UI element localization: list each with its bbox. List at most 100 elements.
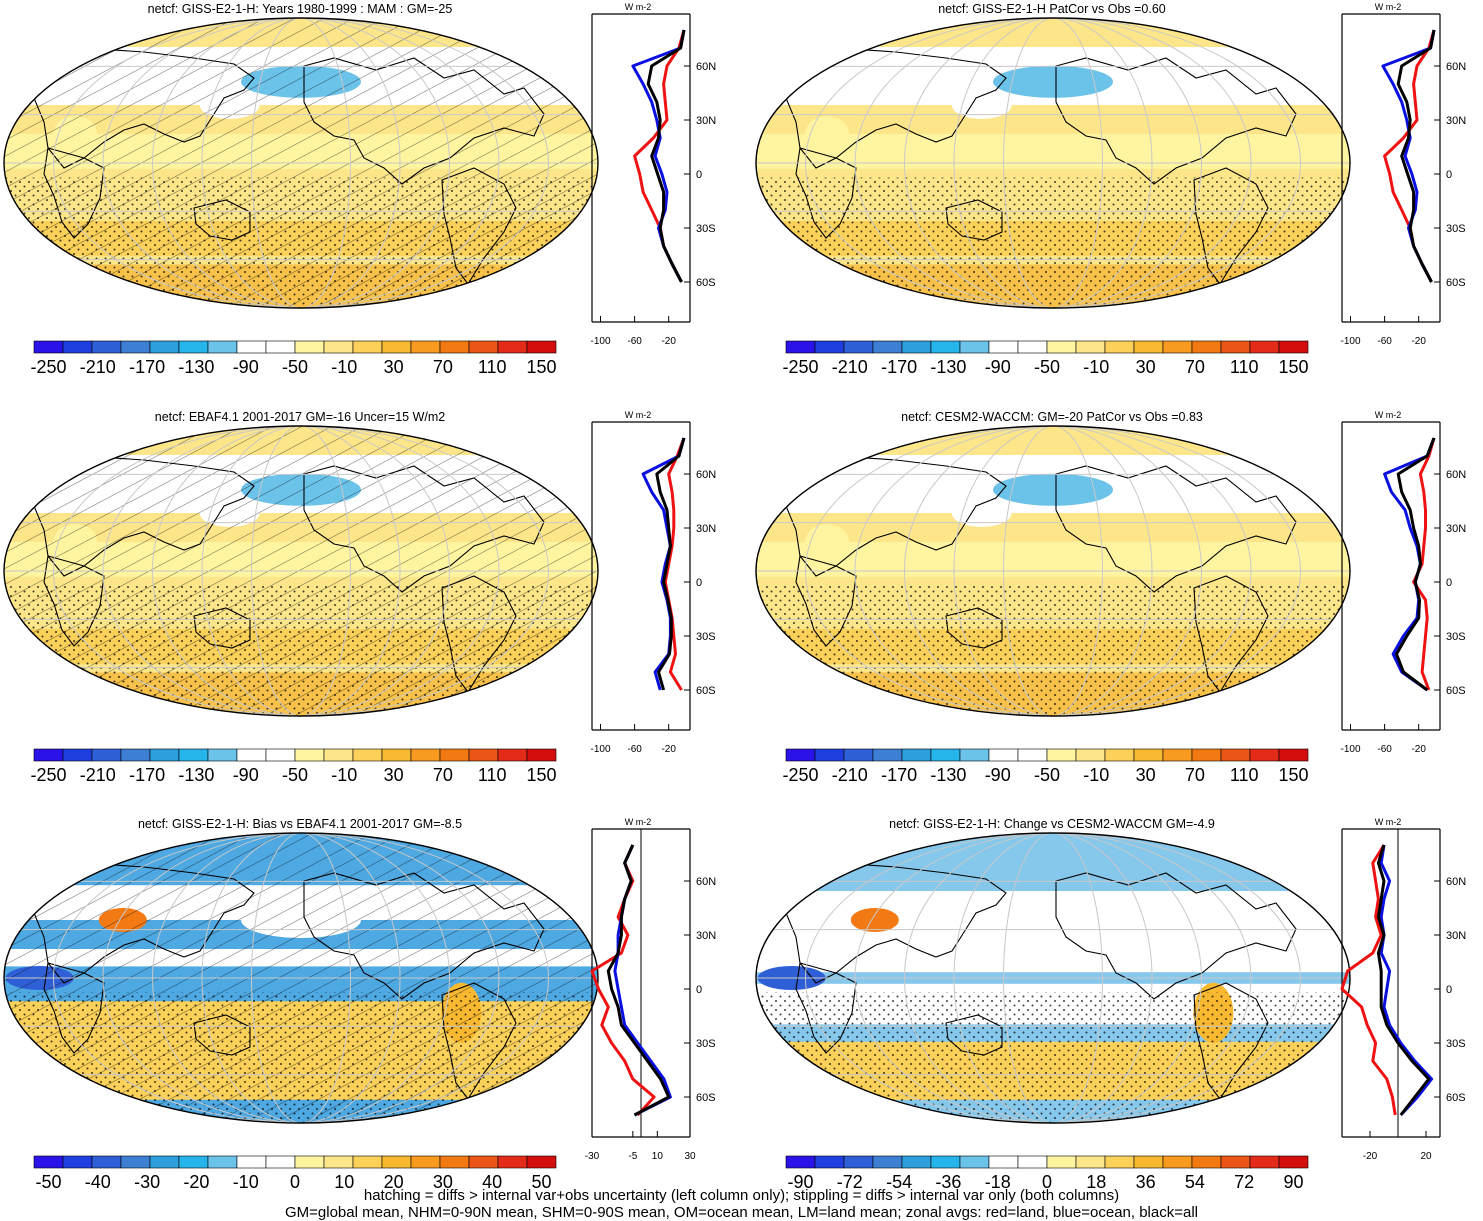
zonal-lat-label: 30S bbox=[696, 1038, 716, 1050]
panel-p2: netcf: GISS-E2-1-H PatCor vs Obs =0.60 -2… bbox=[755, 2, 1466, 377]
colorbar-swatch bbox=[1104, 748, 1135, 762]
panel-title: netcf: GISS-E2-1-H: Change vs CESM2-WACC… bbox=[889, 817, 1215, 831]
zonal-ocean-line bbox=[613, 844, 672, 1117]
colorbar-label: 110 bbox=[1230, 765, 1259, 785]
colorbar-label: -54 bbox=[886, 1172, 912, 1192]
zonal-all-line bbox=[1395, 437, 1436, 692]
colorbar-label: 90 bbox=[1283, 1172, 1303, 1192]
colorbar-label: 150 bbox=[1278, 357, 1308, 377]
footer-legend-note: GM=global mean, NHM=0-90N mean, SHM=0-90… bbox=[284, 1204, 1198, 1221]
zonal-land-line bbox=[633, 29, 686, 283]
colorbar-label: 30 bbox=[384, 357, 404, 377]
colorbar-label: 36 bbox=[1136, 1172, 1156, 1192]
colorbar-label: 110 bbox=[478, 357, 507, 377]
panel-title: netcf: EBAF4.1 2001-2017 GM=-16 Uncer=15… bbox=[155, 410, 445, 424]
colorbar-label: 110 bbox=[1230, 357, 1259, 377]
colorbar-swatch bbox=[1249, 1155, 1280, 1169]
colorbar-label: -10 bbox=[331, 357, 357, 377]
zonal-xtick-label: -100 bbox=[1341, 336, 1361, 347]
colorbar-swatch bbox=[1017, 340, 1048, 354]
map-border bbox=[755, 17, 1351, 309]
zonal-mean-plot: W m-2 -100 -60 -20 60N 30N 0 30S 60S bbox=[1341, 410, 1467, 755]
colorbar-swatch bbox=[1104, 1155, 1135, 1169]
zonal-lat-label: 30S bbox=[1446, 223, 1466, 235]
colorbar-label: -170 bbox=[129, 357, 165, 377]
colorbar-swatch bbox=[1191, 748, 1222, 762]
colorbar-swatch bbox=[1162, 1155, 1193, 1169]
zonal-ocean-line bbox=[641, 437, 686, 691]
zonal-lat-label: 30N bbox=[1446, 115, 1466, 127]
zonal-all-line bbox=[606, 844, 671, 1117]
colorbar-swatch bbox=[207, 748, 238, 762]
colorbar-label: -130 bbox=[178, 765, 214, 785]
zonal-lat-label: 60N bbox=[1446, 469, 1466, 481]
colorbar-swatch bbox=[468, 748, 499, 762]
colorbar-swatch bbox=[930, 1155, 961, 1169]
zonal-lat-label: 30N bbox=[696, 523, 716, 535]
colorbar: -250 -210 -170 -130 -90 -50 -10 30 70 110 150 bbox=[30, 340, 557, 377]
colorbar-swatch bbox=[959, 748, 990, 762]
colorbar-label: -50 bbox=[282, 357, 308, 377]
panel-p1: netcf: GISS-E2-1-H: Years 1980-1999 : MA… bbox=[3, 2, 716, 377]
zonal-unit: W m-2 bbox=[625, 410, 652, 420]
zonal-mean-plot: W m-2 -30 -5 10 30 60N 30N 0 30S 60S bbox=[585, 817, 716, 1162]
colorbar-swatch bbox=[1220, 1155, 1251, 1169]
colorbar-swatch bbox=[988, 1155, 1019, 1169]
colorbar-swatch bbox=[33, 1155, 64, 1169]
zonal-land-line bbox=[663, 437, 686, 691]
colorbar-swatch bbox=[814, 340, 845, 354]
colorbar-label: -130 bbox=[930, 765, 966, 785]
zonal-unit: W m-2 bbox=[625, 817, 652, 827]
coastline bbox=[1055, 57, 1297, 185]
zonal-xtick-label: -60 bbox=[627, 744, 642, 755]
zonal-all-line bbox=[646, 29, 686, 283]
colorbar-swatch bbox=[1046, 340, 1077, 354]
colorbar-label: -130 bbox=[930, 357, 966, 377]
panel-p6: netcf: GISS-E2-1-H: Change vs CESM2-WACC… bbox=[755, 817, 1466, 1192]
zonal-xtick-label: -20 bbox=[661, 744, 676, 755]
map-field bbox=[4, 426, 598, 716]
zonal-lat-label: 30N bbox=[1446, 523, 1466, 535]
zonal-lat-label: 30S bbox=[696, 223, 716, 235]
coastline bbox=[1055, 872, 1297, 1000]
map-border bbox=[3, 17, 599, 309]
colorbar-swatch bbox=[901, 1155, 932, 1169]
colorbar-swatch bbox=[178, 748, 209, 762]
colorbar-label: -210 bbox=[80, 357, 116, 377]
zonal-xtick-label: -5 bbox=[628, 1151, 637, 1162]
colorbar-swatch bbox=[265, 1155, 296, 1169]
zonal-mean-plot: W m-2 -20 20 60N 30N 0 30S 60S bbox=[1340, 817, 1466, 1162]
zonal-lat-label: 60S bbox=[1446, 1092, 1466, 1104]
colorbar-label: 0 bbox=[1042, 1172, 1052, 1192]
zonal-lat-label: 60N bbox=[696, 876, 716, 888]
colorbar-swatch bbox=[1075, 748, 1106, 762]
colorbar-label: 20 bbox=[384, 1172, 404, 1192]
panel-p5: netcf: GISS-E2-1-H: Bias vs EBAF4.1 2001… bbox=[3, 817, 716, 1192]
zonal-xtick-label: -100 bbox=[1341, 744, 1361, 755]
colorbar-swatch bbox=[1278, 1155, 1309, 1169]
colorbar-label: -50 bbox=[1034, 357, 1060, 377]
colorbar-label: 110 bbox=[478, 765, 507, 785]
colorbar-label: 54 bbox=[1185, 1172, 1205, 1192]
zonal-lat-label: 0 bbox=[696, 169, 702, 181]
colorbar-swatch bbox=[785, 1155, 816, 1169]
map-border bbox=[3, 425, 599, 717]
colorbar-swatch bbox=[901, 748, 932, 762]
colorbar-swatch bbox=[91, 748, 122, 762]
colorbar-swatch bbox=[1133, 340, 1164, 354]
panel-title: netcf: GISS-E2-1-H: Years 1980-1999 : MA… bbox=[148, 2, 453, 16]
colorbar-swatch bbox=[265, 340, 296, 354]
colorbar-swatch bbox=[381, 1155, 412, 1169]
colorbar-label: -40 bbox=[85, 1172, 111, 1192]
zonal-all-line bbox=[655, 437, 686, 691]
colorbar-swatch bbox=[149, 340, 180, 354]
colorbar-swatch bbox=[468, 1155, 499, 1169]
colorbar-swatch bbox=[814, 1155, 845, 1169]
colorbar-label: -90 bbox=[233, 357, 259, 377]
colorbar-swatch bbox=[33, 748, 64, 762]
colorbar-swatch bbox=[872, 1155, 903, 1169]
zonal-lat-label: 60S bbox=[696, 277, 716, 289]
colorbar-label: 70 bbox=[433, 357, 453, 377]
map-field bbox=[4, 833, 598, 1123]
